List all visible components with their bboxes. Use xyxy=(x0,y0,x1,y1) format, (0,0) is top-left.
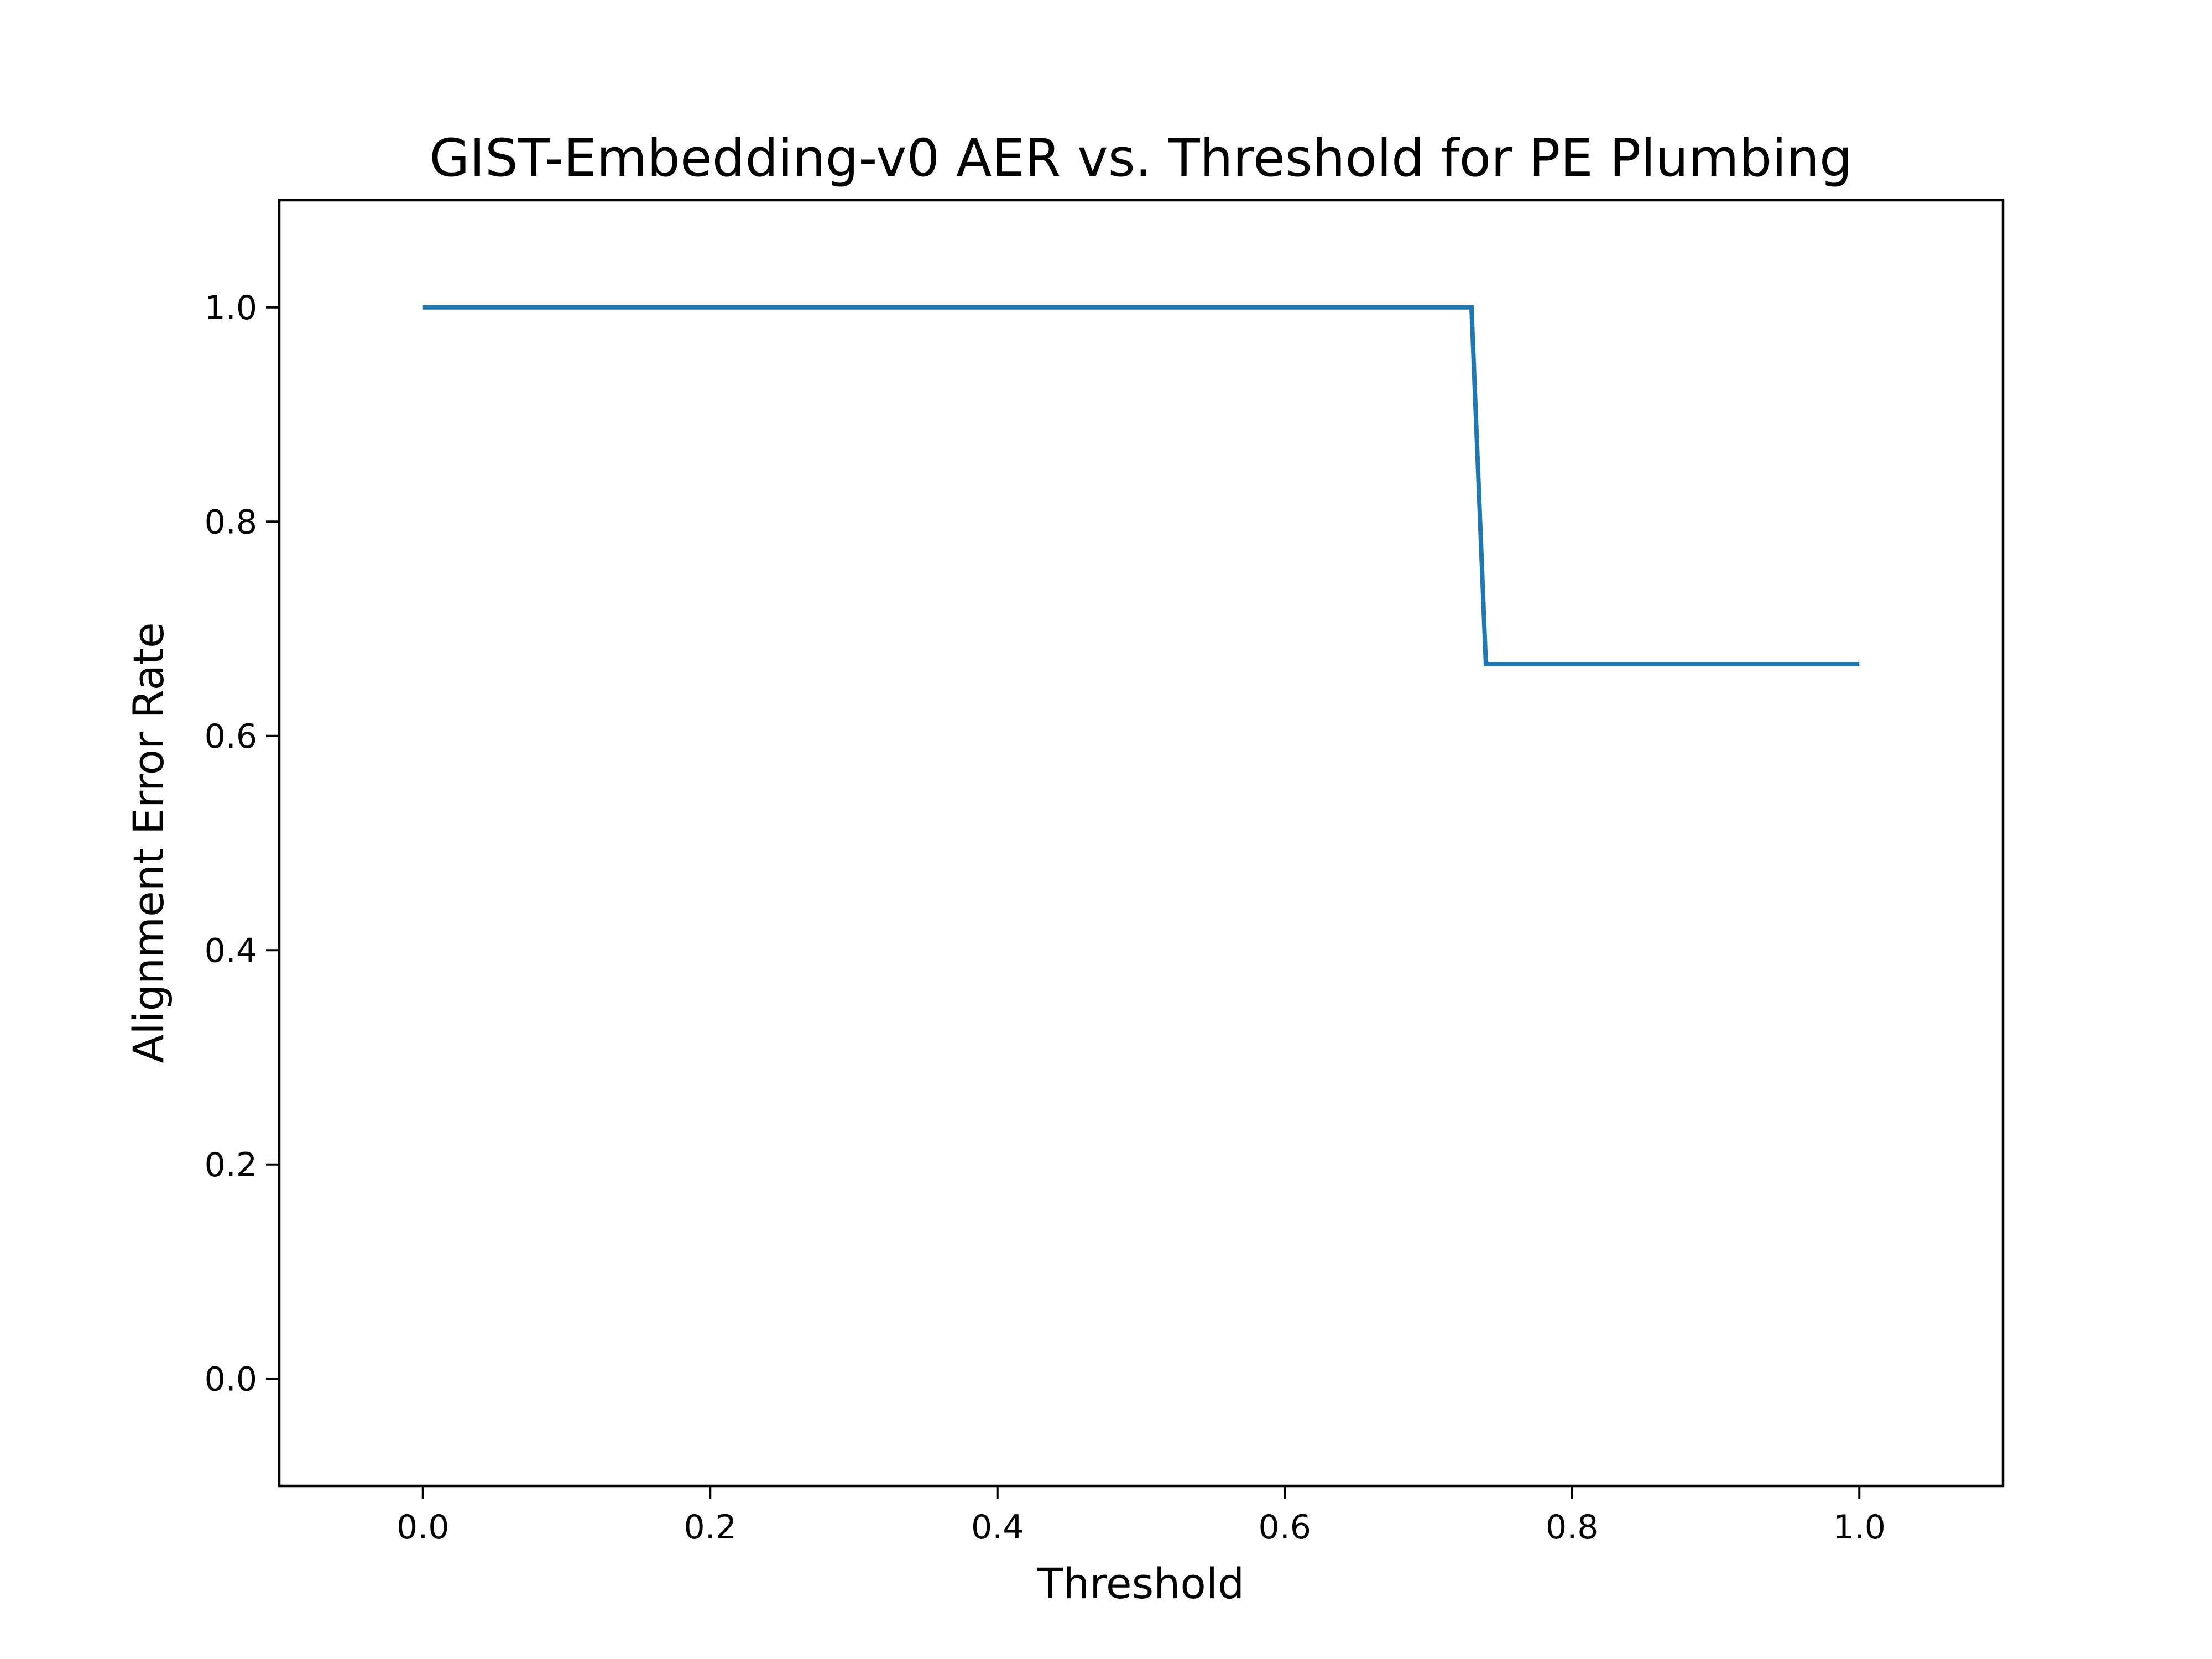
y-axis-ticks: 0.0 0.2 0.4 0.6 0.8 1.0 xyxy=(205,289,279,1399)
y-axis-title: Alignment Error Rate xyxy=(124,622,173,1063)
y-tick-label: 0.4 xyxy=(205,931,257,970)
x-tick-label: 0.6 xyxy=(1259,1508,1311,1547)
series-line xyxy=(422,305,1860,666)
y-tick-label: 0.2 xyxy=(205,1146,257,1185)
chart-title: GIST-Embedding-v0 AER vs. Threshold for … xyxy=(429,128,1852,189)
x-tick-label: 0.0 xyxy=(397,1508,449,1547)
x-tick-label: 1.0 xyxy=(1833,1508,1886,1547)
axes-frame xyxy=(278,199,2005,1488)
y-tick-label: 0.8 xyxy=(205,503,257,541)
series-layer xyxy=(422,305,1860,666)
x-axis-ticks: 0.0 0.2 0.4 0.6 0.8 1.0 xyxy=(397,1486,1886,1547)
y-tick-label: 0.0 xyxy=(205,1360,257,1399)
plot-area xyxy=(279,200,2003,1486)
y-tick-label: 0.6 xyxy=(205,717,257,756)
y-tick-label: 1.0 xyxy=(205,289,257,327)
x-tick-label: 0.4 xyxy=(971,1508,1024,1547)
x-tick-label: 0.2 xyxy=(684,1508,737,1547)
x-tick-label: 0.8 xyxy=(1546,1508,1598,1547)
x-axis-title: Threshold xyxy=(1037,1559,1245,1608)
